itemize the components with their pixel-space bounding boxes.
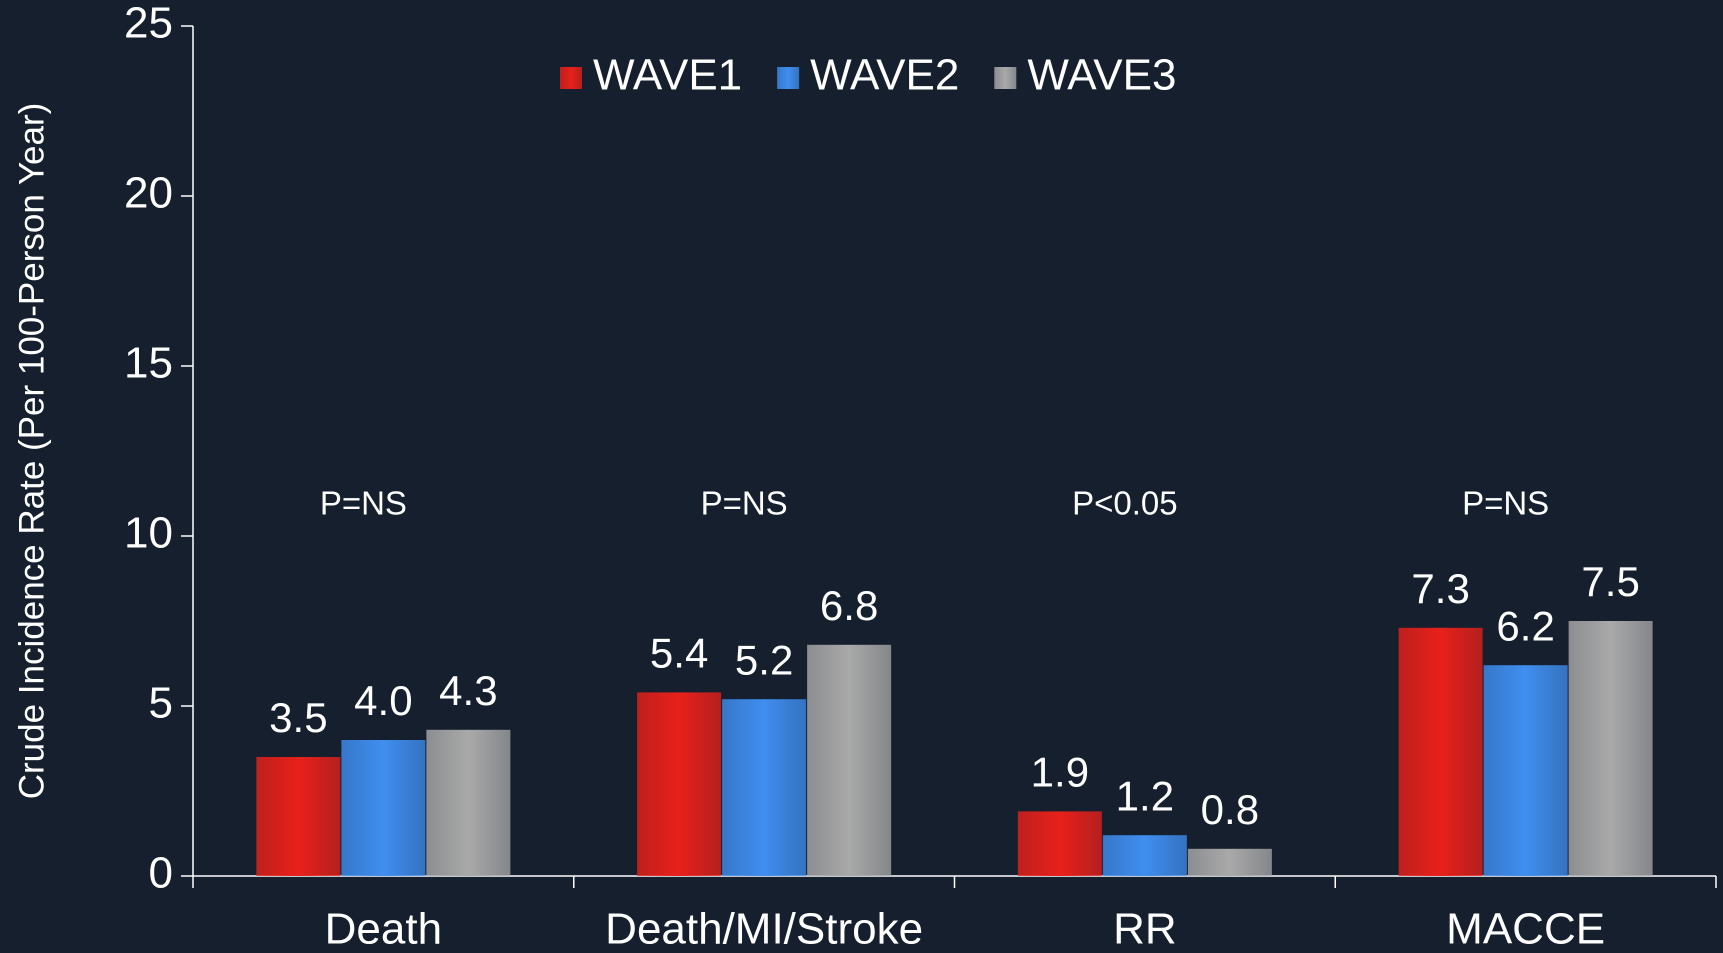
y-axis-label: Crude Incidence Rate (Per 100-Person Yea… <box>12 103 51 800</box>
value-label: 6.8 <box>820 582 878 629</box>
y-tick-label: 0 <box>149 849 173 898</box>
bar <box>1102 835 1187 876</box>
x-tick-label: RR <box>1113 905 1177 953</box>
legend-label: WAVE3 <box>1027 51 1176 100</box>
legend-label: WAVE2 <box>810 51 959 100</box>
bar <box>1187 848 1272 876</box>
value-label: 4.0 <box>354 677 412 724</box>
legend-label: WAVE1 <box>593 51 742 100</box>
value-label: 7.3 <box>1411 565 1469 612</box>
legend-swatch <box>777 67 800 89</box>
y-tick-label: 5 <box>149 679 173 728</box>
bar <box>426 729 511 876</box>
value-label: 5.2 <box>735 636 793 683</box>
value-label: 1.9 <box>1031 748 1089 795</box>
annotation: P<0.05 <box>1072 485 1178 522</box>
y-tick-label: 20 <box>124 169 173 218</box>
value-label: 3.5 <box>269 694 327 741</box>
bar <box>256 757 341 876</box>
value-label: 6.2 <box>1496 602 1554 649</box>
bar <box>1017 811 1102 876</box>
annotation: P=NS <box>701 485 788 522</box>
y-tick-label: 10 <box>124 509 173 558</box>
bar <box>637 692 722 876</box>
bar <box>807 644 892 876</box>
legend-swatch <box>560 67 582 89</box>
value-label: 5.4 <box>650 629 708 676</box>
value-label: 0.8 <box>1201 786 1259 833</box>
x-tick-label: Death <box>325 905 442 953</box>
value-label: 7.5 <box>1581 558 1639 605</box>
value-label: 4.3 <box>439 667 497 714</box>
legend-swatch <box>994 67 1017 89</box>
bar <box>1398 627 1483 876</box>
value-label: 1.2 <box>1116 772 1174 819</box>
bar <box>1483 665 1568 876</box>
bar <box>722 699 807 876</box>
bar <box>341 740 426 876</box>
y-tick-label: 25 <box>124 0 173 48</box>
y-tick-label: 15 <box>124 339 173 388</box>
annotation: P=NS <box>1462 485 1549 522</box>
bar <box>1568 621 1653 876</box>
x-tick-label: Death/MI/Stroke <box>605 905 923 953</box>
annotation: P=NS <box>320 485 407 522</box>
x-tick-label: MACCE <box>1446 905 1605 953</box>
